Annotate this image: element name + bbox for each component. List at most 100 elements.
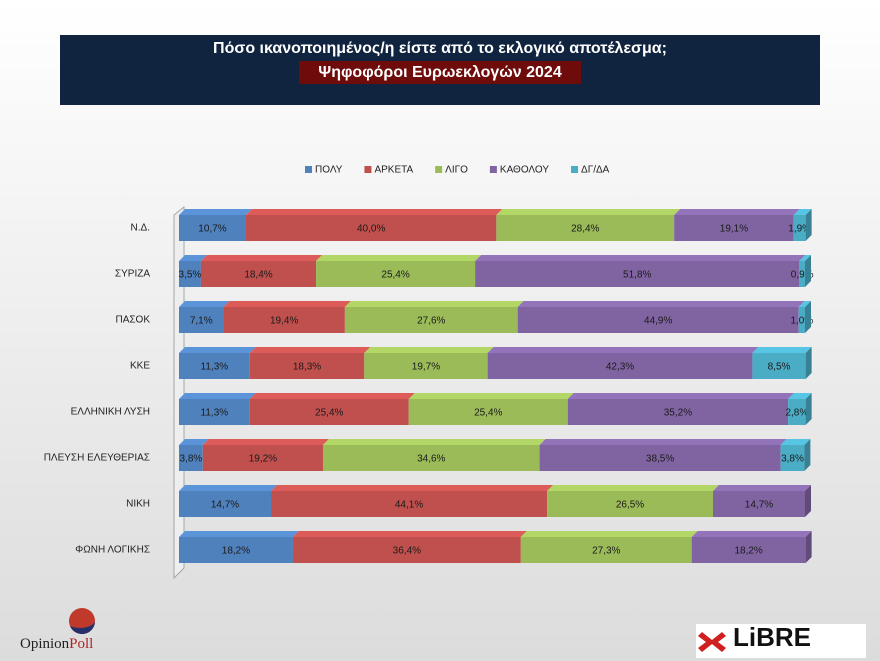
bar xyxy=(539,445,781,471)
bar-top xyxy=(539,439,787,445)
data-label: 28,4% xyxy=(571,224,599,235)
bar-side xyxy=(805,347,812,379)
y-tick-label: ΚΚΕ xyxy=(130,361,150,372)
bar-top xyxy=(496,209,681,215)
bar xyxy=(179,445,203,471)
bar-top xyxy=(517,301,805,307)
data-label: 40,0% xyxy=(357,224,385,235)
bar-top xyxy=(179,531,299,537)
bar-top xyxy=(179,393,256,399)
bar-side xyxy=(805,393,812,425)
bar-side xyxy=(805,531,812,563)
data-label: 34,6% xyxy=(417,454,445,465)
bar-side xyxy=(804,439,811,471)
subtitle-highlight xyxy=(299,61,581,84)
data-label: 19,2% xyxy=(249,454,277,465)
bar xyxy=(567,399,789,425)
bar xyxy=(547,491,713,517)
bar xyxy=(798,307,805,333)
data-label: 14,7% xyxy=(211,500,239,511)
data-label: 18,2% xyxy=(734,546,762,557)
bar xyxy=(249,399,409,425)
y-tick-label: ΠΛΕΥΣΗ ΕΛΕΥΘΕΡΙΑΣ xyxy=(44,453,150,464)
bar-side xyxy=(805,301,811,333)
legend-swatch xyxy=(364,166,372,173)
legend-swatch xyxy=(489,166,497,173)
legend-swatch xyxy=(435,166,443,173)
data-label: 51,8% xyxy=(623,270,651,281)
data-label: 27,3% xyxy=(592,546,620,557)
bar-top xyxy=(799,255,811,261)
bar-top xyxy=(752,347,812,353)
bar-top xyxy=(200,255,323,261)
bar-top xyxy=(292,531,527,537)
legend-label: ΠΟΛΥ xyxy=(315,165,343,176)
y-tick-label: ΕΛΛΗΝΙΚΗ ΛΥΣΗ xyxy=(71,407,150,418)
bar xyxy=(271,491,548,517)
bar-top xyxy=(712,485,811,491)
bar xyxy=(691,537,806,563)
bar-top xyxy=(202,439,329,445)
bar xyxy=(520,537,692,563)
data-label: 18,3% xyxy=(293,362,321,373)
data-label: 19,7% xyxy=(412,362,440,373)
bar-top xyxy=(249,347,371,353)
data-label: 18,2% xyxy=(222,546,250,557)
bar-top xyxy=(798,301,811,307)
legend-label: ΛΙΓΟ xyxy=(445,165,468,176)
bar xyxy=(408,399,568,425)
bar-top xyxy=(364,347,494,353)
bar xyxy=(799,261,805,287)
plot: Ν.Δ. 10,7% 40,0% 28,4% 19,1% 1,9% ΣΥΡΙΖΑ 3,5% 18… xyxy=(44,205,814,580)
bar-top xyxy=(179,209,252,215)
bar-top xyxy=(567,393,795,399)
bar-top xyxy=(344,301,524,307)
bar-top xyxy=(691,531,812,537)
bar xyxy=(364,353,488,379)
bar xyxy=(752,353,806,379)
bar xyxy=(223,307,345,333)
data-label: 1,9% xyxy=(788,224,811,235)
bar xyxy=(496,215,675,241)
bar-top xyxy=(520,531,698,537)
data-label: 2,8% xyxy=(785,408,808,419)
data-label: 3,8% xyxy=(179,454,202,465)
bar-top xyxy=(408,393,574,399)
bar-top xyxy=(271,485,554,491)
bar-top xyxy=(547,485,719,491)
bar-top xyxy=(245,209,503,215)
bar xyxy=(475,261,800,287)
bar xyxy=(179,261,201,287)
data-label: 44,1% xyxy=(395,500,423,511)
opinion-logo-swoosh xyxy=(70,622,95,635)
bar-top xyxy=(179,485,278,491)
data-label: 25,4% xyxy=(381,270,409,281)
legend-label: ΔΓ/ΔΑ xyxy=(581,165,610,176)
bar-side xyxy=(805,209,812,241)
y-tick-label: ΝΙΚΗ xyxy=(126,499,150,510)
bar xyxy=(179,215,246,241)
bar xyxy=(344,307,518,333)
bar xyxy=(487,353,753,379)
legend-swatch xyxy=(305,166,312,173)
bar-top xyxy=(793,209,812,215)
y-tick-label: ΠΑΣΟΚ xyxy=(115,315,150,326)
data-label: 8,5% xyxy=(768,362,791,373)
libre-logo-icon xyxy=(698,632,726,652)
bar-top xyxy=(475,255,806,261)
bar xyxy=(322,445,540,471)
legend-label: ΑΡΚΕΤΑ xyxy=(374,165,413,176)
bar-top xyxy=(179,439,209,445)
bar xyxy=(202,445,323,471)
bar xyxy=(674,215,794,241)
y-tick-label: ΦΩΝΗ ΛΟΓΙΚΗΣ xyxy=(75,545,150,556)
bar xyxy=(179,307,224,333)
bar-top xyxy=(179,255,207,261)
legend-label: ΚΑΘΟΛΟΥ xyxy=(500,165,549,176)
bar xyxy=(249,353,365,379)
data-label: 11,3% xyxy=(201,362,229,373)
bar-side xyxy=(805,255,811,287)
bar xyxy=(780,445,805,471)
bar xyxy=(179,353,250,379)
